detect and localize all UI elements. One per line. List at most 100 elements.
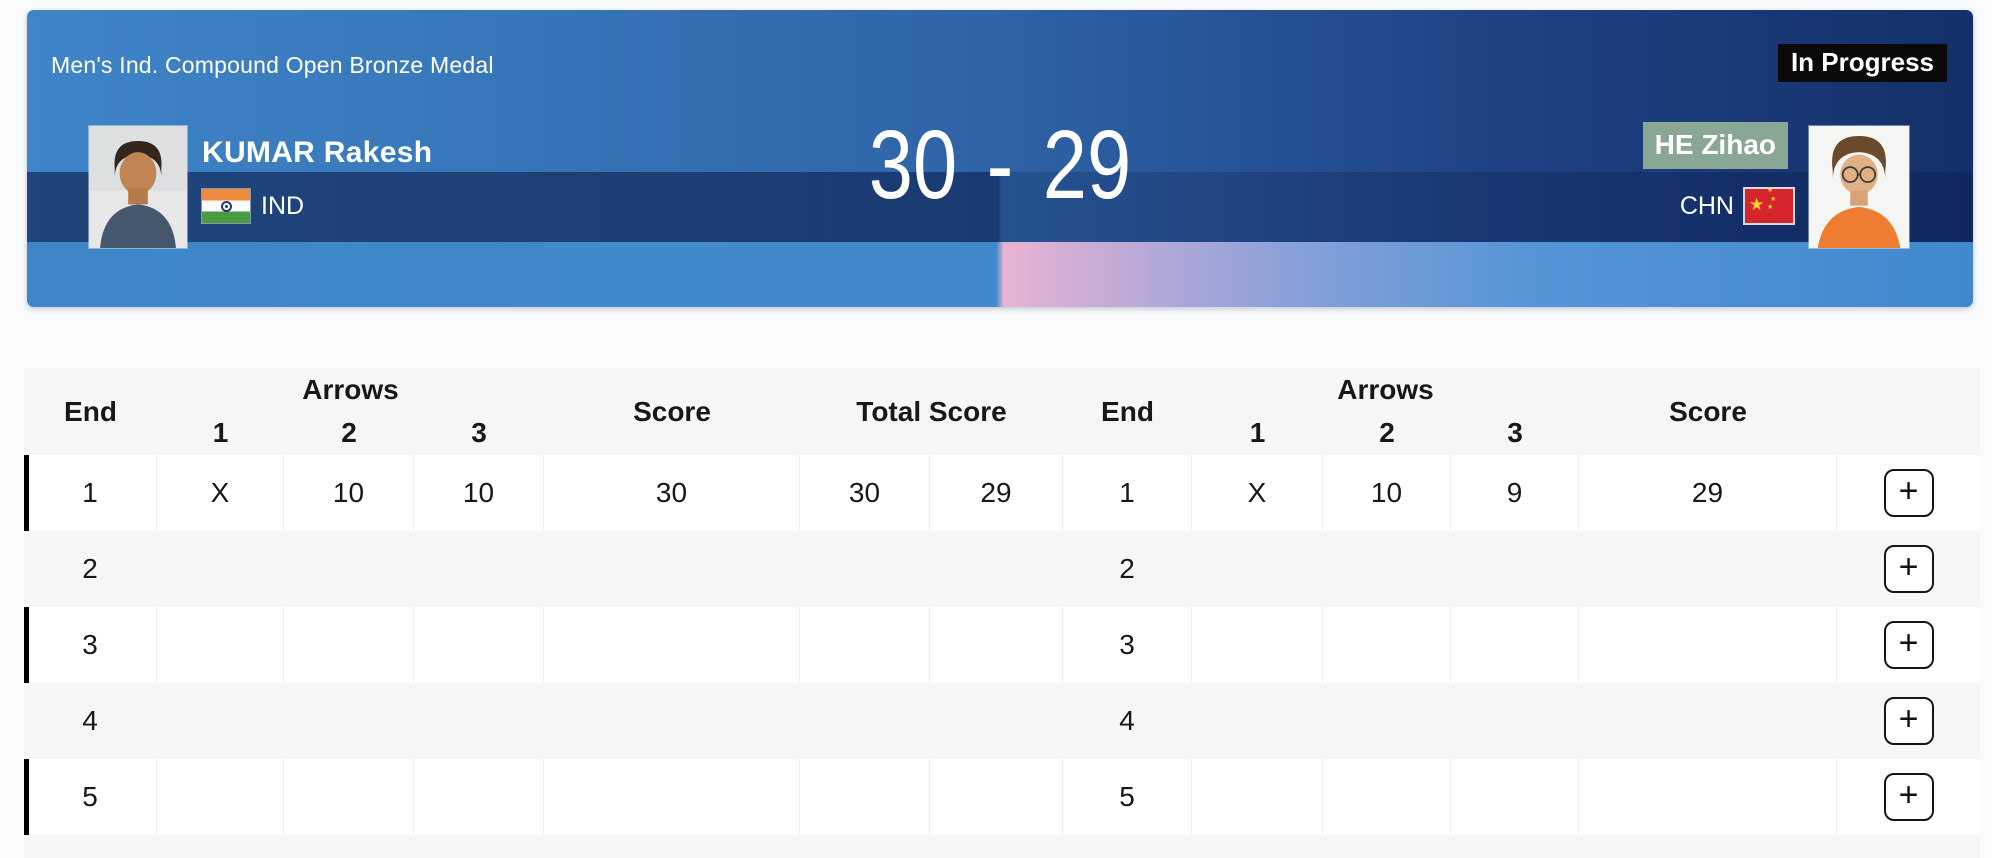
player-left-photo (89, 126, 187, 248)
left-arrow-1 (157, 683, 284, 759)
player-right-name: HE Zihao (1642, 122, 1788, 169)
end-number: 5 (24, 759, 157, 835)
col-header-arrow-1: 1 (212, 417, 229, 448)
table-header: End Arrows Score Total Score End Arrows … (24, 368, 1980, 455)
end-number: 4 (82, 705, 98, 736)
right-end-score: 29 (1579, 455, 1837, 531)
right-arrow-2 (1323, 531, 1451, 607)
left-arrow-3 (414, 531, 544, 607)
add-score-button[interactable]: + (1883, 545, 1934, 593)
left-arrow-2 (284, 683, 414, 759)
right-arrow-3: 9 (1451, 455, 1579, 531)
score-separator: - (986, 110, 1014, 219)
left-arrow-2 (284, 531, 414, 607)
left-end-score (544, 759, 800, 835)
player-right-noc: CHN (1679, 191, 1734, 220)
left-arrow-1 (157, 607, 284, 683)
add-score-button[interactable]: + (1883, 621, 1934, 669)
left-total (800, 759, 930, 835)
left-total (800, 531, 930, 607)
add-cell: + (1837, 531, 1980, 607)
right-total (930, 531, 1063, 607)
end-number: 3 (24, 607, 157, 683)
star-icon: ★ (1770, 196, 1777, 203)
score-left: 30 (868, 110, 958, 219)
star-icon: ★ (1767, 204, 1774, 211)
right-arrow-3 (1451, 531, 1579, 607)
col-header-score: Score (1669, 395, 1747, 427)
col-header-total-score: Total Score (856, 395, 1007, 427)
add-cell: + (1837, 683, 1980, 759)
left-total (800, 607, 930, 683)
right-arrow-2 (1323, 759, 1451, 835)
table-row: 3 3 + (24, 607, 1980, 683)
add-score-button[interactable]: + (1883, 773, 1934, 821)
end-number: 1 (1063, 455, 1192, 531)
right-arrow-2: 10 (1323, 455, 1451, 531)
portrait-placeholder-icon (89, 126, 187, 248)
left-arrow-3 (414, 607, 544, 683)
left-end-score (544, 683, 800, 759)
left-arrow-3: 10 (414, 455, 544, 531)
add-score-button[interactable]: + (1883, 469, 1934, 517)
col-header-end: End (64, 395, 117, 427)
match-header-card: Men's Ind. Compound Open Bronze Medal In… (27, 10, 1973, 307)
portrait-placeholder-icon (1809, 126, 1909, 248)
status-badge: In Progress (1777, 44, 1947, 82)
player-right-photo (1809, 126, 1909, 248)
end-number: 4 (1119, 705, 1135, 736)
left-total: 30 (800, 455, 930, 531)
right-arrow-1 (1192, 683, 1323, 759)
right-end-score (1579, 607, 1837, 683)
col-header-arrow-3: 3 (1507, 417, 1523, 448)
right-arrow-1 (1192, 531, 1323, 607)
player-left-noc: IND (261, 191, 305, 220)
table-row: 5 5 + (24, 759, 1980, 835)
match-title: Men's Ind. Compound Open Bronze Medal (51, 52, 494, 78)
left-arrow-2: 10 (284, 455, 414, 531)
right-end-score (1579, 759, 1837, 835)
left-arrow-2 (284, 607, 414, 683)
right-arrow-1 (1192, 759, 1323, 835)
add-score-button[interactable]: + (1883, 697, 1934, 745)
col-header-arrow-3: 3 (471, 417, 487, 448)
left-total (800, 683, 930, 759)
match-score: 30 - 29 (202, 116, 1798, 213)
left-arrow-3 (414, 683, 544, 759)
right-total: 29 (930, 455, 1063, 531)
left-end-score: 30 (544, 455, 800, 531)
score-right: 29 (1042, 110, 1132, 219)
end-number: 3 (1063, 607, 1192, 683)
player-left-name: KUMAR Rakesh (202, 136, 433, 169)
star-icon: ★ (1749, 195, 1765, 214)
add-cell: + (1837, 759, 1980, 835)
score-table: End Arrows Score Total Score End Arrows … (24, 368, 1980, 858)
right-end-score (1579, 683, 1837, 759)
left-end-score (544, 531, 800, 607)
end-number: 2 (82, 553, 98, 584)
right-total (930, 683, 1063, 759)
right-arrow-2 (1323, 683, 1451, 759)
end-number: 2 (1119, 553, 1135, 584)
right-arrow-2 (1323, 607, 1451, 683)
player-left-noc-row: IND (202, 189, 304, 223)
table-footer-strip (24, 835, 1980, 858)
col-header-arrow-2: 2 (1379, 417, 1395, 448)
left-arrow-2 (284, 759, 414, 835)
col-header-arrows: Arrows (1337, 373, 1434, 405)
right-arrow-3 (1451, 607, 1579, 683)
right-end-score (1579, 531, 1837, 607)
left-end-score (544, 607, 800, 683)
india-flag-icon (202, 189, 250, 223)
left-arrow-3 (414, 759, 544, 835)
col-header-arrow-1: 1 (1249, 417, 1266, 448)
header-bottom-strip (27, 242, 1973, 307)
col-header-arrow-2: 2 (341, 417, 357, 448)
end-number: 5 (1063, 759, 1192, 835)
add-cell: + (1837, 455, 1980, 531)
right-total (930, 607, 1063, 683)
table-row: 2 2 + (24, 531, 1980, 607)
table-row: 4 4 + (24, 683, 1980, 759)
header-dark-band (27, 172, 1973, 242)
